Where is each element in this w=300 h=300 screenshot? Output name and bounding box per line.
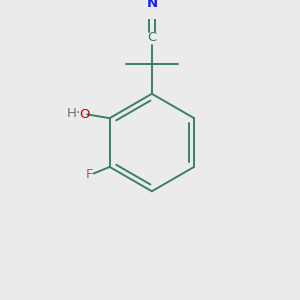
Text: C: C: [147, 31, 157, 44]
Text: O: O: [79, 108, 90, 121]
Text: F: F: [86, 168, 94, 181]
Text: N: N: [146, 0, 158, 10]
Text: H: H: [67, 107, 77, 120]
Text: ·: ·: [76, 106, 80, 119]
